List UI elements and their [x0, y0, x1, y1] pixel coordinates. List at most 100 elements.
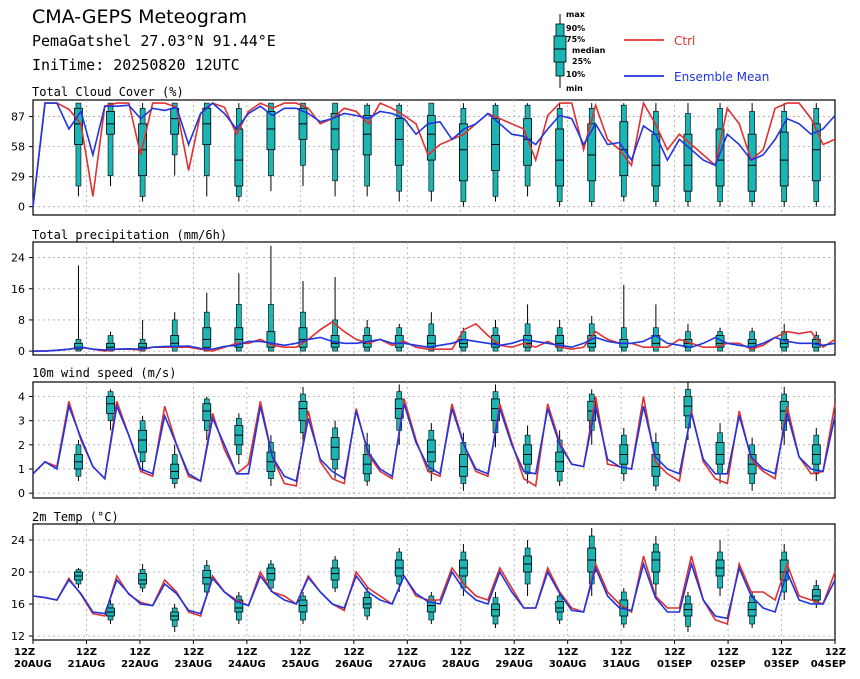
location-line: PemaGatshel 27.03°N 91.44°E	[32, 32, 276, 50]
box-inner	[266, 331, 276, 348]
panel-title-temp: 2m Temp (°C)	[32, 510, 119, 524]
box-plot	[266, 435, 276, 486]
y-tick-label: 8	[18, 314, 25, 327]
box-inner	[106, 396, 115, 414]
x-tick-date: 23AUG	[175, 659, 213, 670]
panel-0: 0 29 58 87	[11, 99, 836, 216]
x-tick-hour: 12Z	[183, 647, 204, 658]
y-tick-label: 1	[18, 463, 25, 476]
box-plot	[715, 540, 725, 596]
x-tick-date: 30AUG	[549, 659, 587, 670]
box-plot	[234, 413, 244, 465]
y-tick-label: 2	[18, 439, 25, 452]
x-tick-hour: 12Z	[129, 647, 150, 658]
box-plot	[266, 245, 276, 352]
box-inner	[426, 439, 436, 463]
panel-title-cloud: Total Cloud Cover (%)	[32, 85, 184, 99]
y-tick-label: 12	[11, 630, 25, 643]
box-inner	[555, 128, 565, 187]
box-plot	[811, 103, 821, 207]
legend-box-label: 75%	[566, 35, 585, 44]
box-outer	[268, 304, 274, 352]
box-plot	[234, 103, 244, 202]
legend-box-label: 10%	[566, 70, 585, 79]
x-tick-date: 22AUG	[121, 659, 159, 670]
box-plot	[170, 444, 180, 489]
box-inner	[330, 113, 340, 151]
y-tick-label: 87	[11, 111, 25, 124]
box-plot	[298, 592, 308, 624]
box-inner	[459, 454, 468, 477]
box-plot	[523, 103, 532, 197]
panel-1: 0 8 16 24	[11, 241, 836, 358]
box-plot	[234, 273, 244, 352]
box-inner	[74, 107, 83, 145]
box-plot	[298, 102, 308, 186]
box-inner	[651, 551, 661, 573]
ensemble-mean-line	[33, 334, 836, 352]
box-inner	[362, 115, 372, 156]
box-plot	[683, 103, 693, 207]
legend: max 90% 75% median 25% 10% min Ctrl Ensemble Mea…	[553, 10, 769, 93]
box-plot	[619, 427, 629, 482]
box-inner	[330, 437, 340, 460]
x-tick-date: 29AUG	[495, 659, 533, 670]
box-plot	[523, 425, 532, 484]
box-plot	[426, 312, 436, 352]
x-tick-hour: 12Z	[397, 647, 418, 658]
x-tick-hour: 12Z	[343, 647, 364, 658]
box-inner	[170, 335, 180, 348]
x-tick-date: 25AUG	[281, 659, 319, 670]
box-plot	[202, 560, 212, 596]
panel-3: 12 16 20 24	[11, 523, 836, 643]
box-plot	[138, 415, 148, 472]
box-inner	[779, 131, 789, 187]
x-tick-date: 04SEP	[811, 659, 846, 670]
legend-mean-label: Ensemble Mean	[674, 70, 769, 84]
x-tick-hour: 12Z	[825, 647, 846, 658]
ensemble-mean-line	[32, 102, 836, 207]
box-inner	[138, 573, 148, 585]
box-plot	[523, 540, 532, 596]
x-tick-hour: 12Z	[611, 647, 632, 658]
y-tick-label: 0	[18, 201, 25, 214]
y-tick-label: 24	[11, 534, 25, 547]
box-plot	[779, 323, 789, 352]
x-tick-date: 31AUG	[602, 659, 640, 670]
box-inner	[362, 597, 372, 609]
box-inner	[106, 110, 115, 135]
box-inner	[715, 128, 725, 187]
box-inner	[683, 133, 693, 192]
box-plot	[811, 427, 821, 482]
box-plot	[426, 592, 436, 624]
box-inner	[234, 599, 244, 613]
box-plot	[170, 312, 180, 352]
panel-2: 0 1 2 3 4	[18, 381, 836, 500]
box-plot	[426, 102, 436, 202]
x-tick-date: 21AUG	[68, 659, 106, 670]
box-plot	[330, 102, 340, 197]
x-tick-hour: 12Z	[14, 647, 35, 658]
box-inner	[234, 128, 244, 187]
legend-box-label: max	[566, 10, 586, 19]
box-inner	[459, 123, 468, 182]
box-plot	[651, 536, 661, 596]
x-tick-hour: 12Z	[664, 647, 685, 658]
box-plot	[683, 592, 693, 632]
y-tick-label: 16	[11, 283, 25, 296]
box-inner	[106, 342, 115, 350]
box-inner	[426, 115, 436, 161]
init-time-line: IniTime: 20250820 12UTC	[32, 56, 240, 74]
legend-ctrl-label: Ctrl	[674, 34, 695, 48]
box-plot	[426, 423, 436, 482]
x-tick-date: 24AUG	[228, 659, 266, 670]
box-plot	[74, 102, 83, 197]
box-plot	[106, 389, 115, 431]
y-tick-label: 3	[18, 415, 25, 428]
box-inner	[298, 327, 308, 348]
ensemble-mean-line	[32, 561, 836, 620]
panel-title-precip: Total precipitation (mm/6h)	[32, 228, 228, 242]
box-plot	[106, 102, 115, 186]
